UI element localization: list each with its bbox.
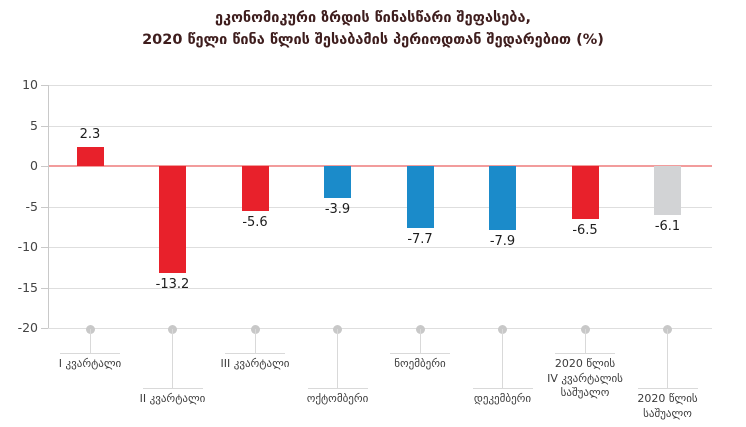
label-line bbox=[637, 388, 698, 389]
y-tick-10 bbox=[41, 85, 48, 86]
value-label: -7.7 bbox=[407, 232, 433, 248]
y-tick-0 bbox=[41, 166, 48, 167]
bar-3 bbox=[241, 166, 269, 212]
gridline--15 bbox=[48, 287, 712, 289]
value-label: -7.9 bbox=[489, 233, 516, 249]
gridline--20 bbox=[48, 328, 712, 329]
x-axis-label: ნოემბერი bbox=[365, 357, 475, 372]
value-label: 2.3 bbox=[79, 127, 101, 143]
gridline-0 bbox=[48, 165, 712, 167]
gridline-5 bbox=[48, 125, 712, 127]
y-tick-5 bbox=[41, 125, 48, 127]
x-axis-label: 2020 წლის IV კვარტალის საშუალო bbox=[530, 357, 640, 401]
x-axis-label-line: 2020 წლის bbox=[554, 357, 616, 370]
gridline-10 bbox=[48, 85, 712, 86]
x-axis-label-line: III კვარტალი bbox=[220, 357, 290, 370]
chart-title-line1: ეკონომიკური ზრდის წინასწარი შეფასება, bbox=[215, 10, 531, 26]
label-connector bbox=[667, 329, 668, 388]
label-line bbox=[472, 388, 533, 389]
bar-4 bbox=[324, 166, 351, 198]
x-axis-label: დეკემბერი bbox=[448, 392, 558, 407]
chart-title: ეკონომიკური ზრდის წინასწარი შეფასება, 20… bbox=[0, 7, 746, 51]
value-label: -6.5 bbox=[572, 222, 598, 238]
label-connector bbox=[337, 329, 338, 388]
y-tick--10 bbox=[41, 247, 48, 248]
y-tick--20 bbox=[41, 328, 48, 329]
label-connector bbox=[502, 329, 503, 388]
bar-8 bbox=[654, 166, 681, 216]
value-label: -13.2 bbox=[155, 276, 190, 292]
x-axis-label: ოქტომბერი bbox=[283, 392, 393, 407]
label-connector bbox=[254, 329, 256, 353]
x-axis-label-line: საშუალო bbox=[560, 386, 610, 399]
value-label: -3.9 bbox=[324, 201, 351, 217]
value-label: -6.1 bbox=[654, 219, 681, 235]
gridline--10 bbox=[48, 247, 712, 248]
x-axis-label-line: დეკემბერი bbox=[473, 392, 532, 405]
x-axis-label-line: საშუალო bbox=[643, 406, 692, 420]
label-line bbox=[555, 353, 615, 354]
y-axis-label: 5 bbox=[30, 117, 38, 133]
label-line bbox=[390, 353, 450, 354]
x-axis-label: III კვარტალი bbox=[200, 357, 310, 372]
label-line bbox=[60, 353, 120, 354]
bar-2 bbox=[159, 166, 186, 273]
y-axis-label: -5 bbox=[25, 198, 38, 214]
y-axis-label: 0 bbox=[30, 158, 38, 173]
y-axis-label: -15 bbox=[17, 279, 38, 295]
y-axis-label: -20 bbox=[17, 320, 38, 335]
y-tick--5 bbox=[41, 206, 48, 208]
x-axis-label-line: IV კვარტალის bbox=[547, 371, 623, 385]
bar-5 bbox=[406, 166, 434, 229]
bar-1 bbox=[76, 147, 104, 166]
y-axis-label: -10 bbox=[17, 239, 38, 254]
x-axis-label-line: ნოემბერი bbox=[394, 357, 446, 370]
value-label: -5.6 bbox=[242, 215, 268, 231]
x-axis-label: I კვარტალი bbox=[35, 357, 145, 372]
label-connector bbox=[584, 329, 586, 353]
x-axis-label-line: ოქტომბერი bbox=[306, 392, 369, 405]
label-connector bbox=[89, 329, 91, 353]
x-axis-label-line: II კვარტალი bbox=[139, 392, 206, 405]
x-axis-label-line: 2020 წლის bbox=[637, 392, 698, 405]
bar-6 bbox=[489, 166, 516, 230]
y-axis-line bbox=[47, 85, 49, 328]
label-connector bbox=[172, 329, 173, 388]
y-tick--15 bbox=[41, 287, 48, 289]
x-axis-label: II კვარტალი bbox=[118, 392, 228, 407]
label-line bbox=[307, 388, 368, 389]
x-axis-label: 2020 წლის საშუალო bbox=[613, 392, 723, 421]
chart-title-line2: 2020 წელი წინა წლის შესაბამის პერიოდთან … bbox=[142, 32, 604, 48]
y-axis-label: 10 bbox=[22, 77, 38, 92]
gridline--5 bbox=[48, 206, 712, 208]
label-line bbox=[225, 353, 285, 354]
label-connector bbox=[419, 329, 421, 353]
bar-7 bbox=[571, 166, 599, 219]
x-axis-label-line: I კვარტალი bbox=[58, 357, 122, 370]
label-line bbox=[142, 388, 203, 389]
